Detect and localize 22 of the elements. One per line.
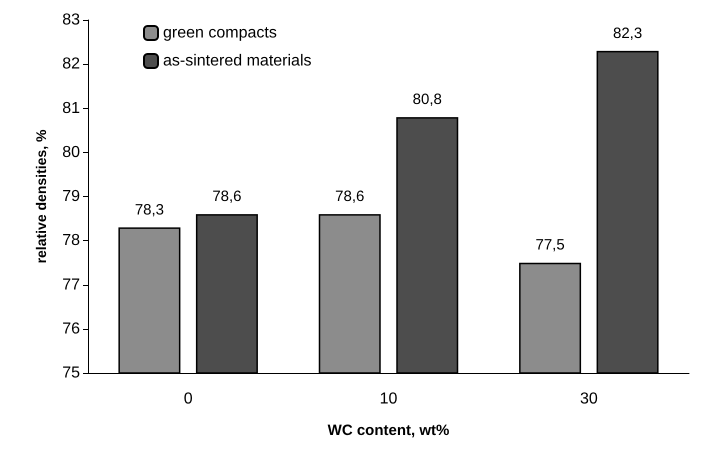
data-label: 82,3 [612, 24, 642, 42]
y-tick-label: 80 [62, 144, 80, 161]
data-label: 78,6 [335, 188, 364, 206]
x-tick-label: 10 [380, 390, 398, 408]
y-tick-label: 76 [62, 320, 80, 338]
y-tick-label: 77 [62, 276, 80, 294]
y-tick-label: 81 [62, 100, 80, 117]
x-tick-label: 0 [184, 390, 193, 408]
data-label: 78,6 [212, 188, 242, 206]
y-tick-label: 83 [62, 12, 80, 28]
legend-label: green compacts [163, 24, 277, 42]
y-tick-label: 75 [62, 364, 80, 382]
y-axis-title: relative densities, % [33, 129, 49, 264]
data-label: 80,8 [412, 91, 442, 108]
x-axis-title: WC content, wt% [328, 422, 450, 439]
y-tick-label: 82 [62, 56, 80, 73]
legend-label: as-sintered materials [163, 52, 312, 70]
x-tick-label: 30 [580, 390, 598, 408]
data-label: 77,5 [535, 236, 565, 254]
y-tick-label: 79 [62, 188, 80, 205]
y-tick-label: 78 [62, 232, 80, 250]
data-label: 78,3 [134, 201, 164, 218]
